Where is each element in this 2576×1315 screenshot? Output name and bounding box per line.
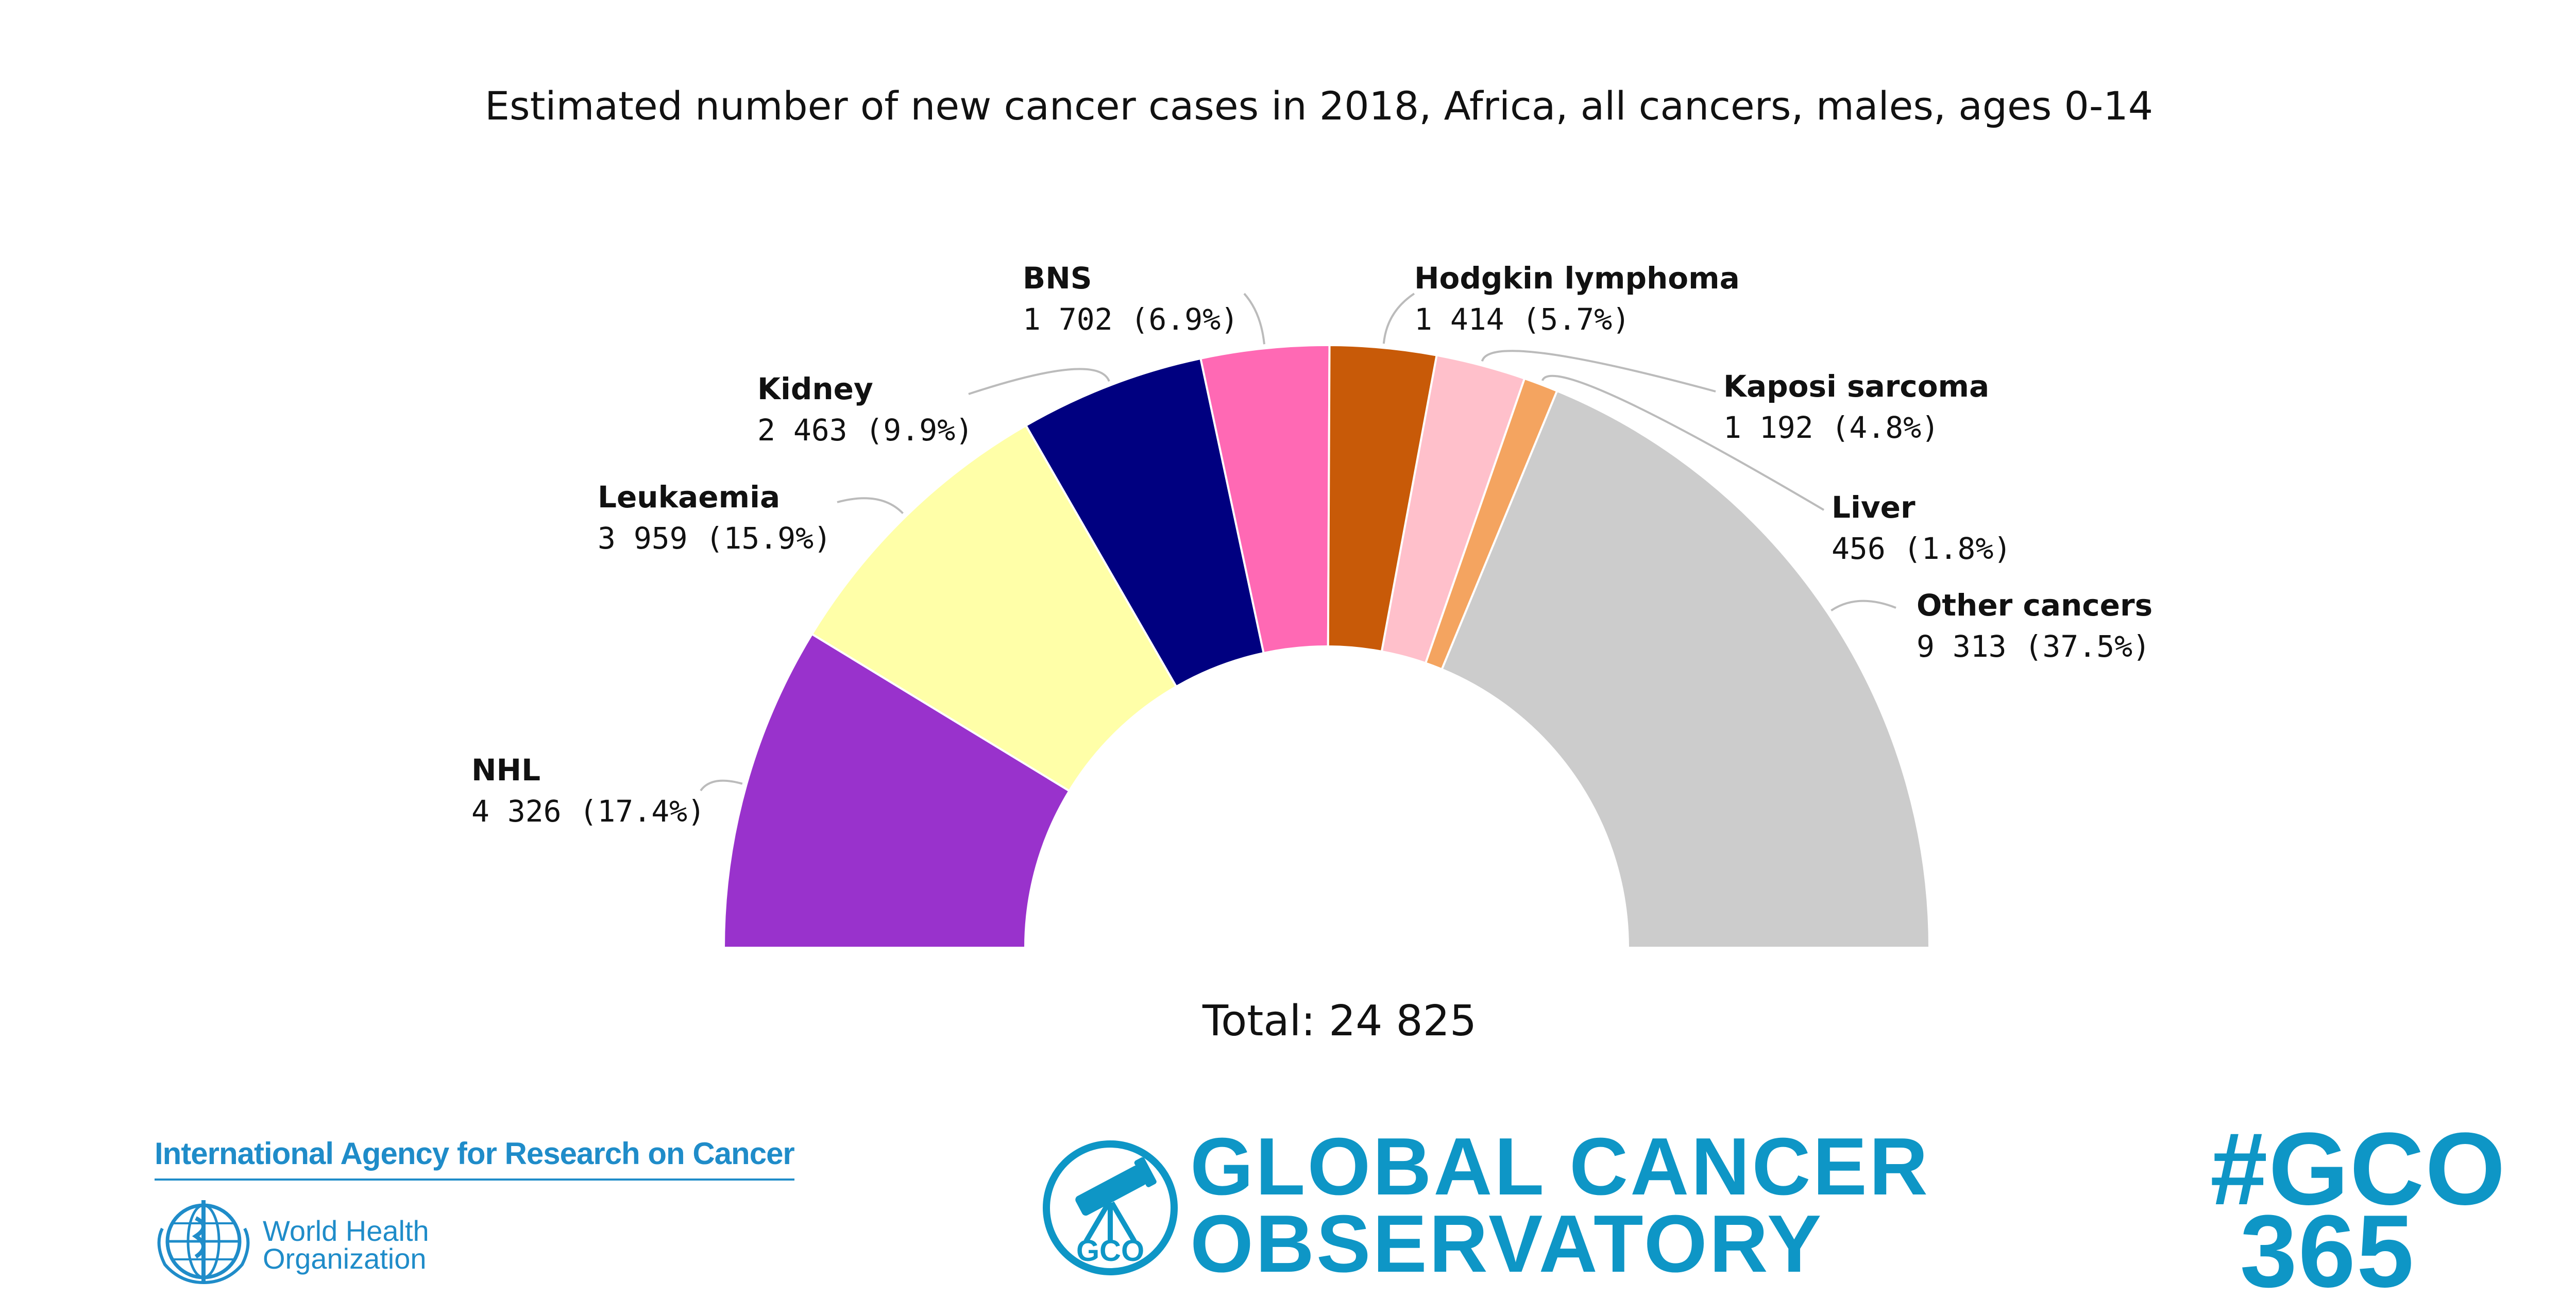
slice-label-name: Leukaemia	[598, 480, 780, 515]
slice-label-name: Kaposi sarcoma	[1723, 369, 1989, 404]
slice-leukaemia	[810, 424, 1178, 793]
slice-label-name: BNS	[1023, 261, 1092, 296]
slice-label-value: 1 702 (6.9%)	[1023, 302, 1239, 337]
slice-label-name: Liver	[1832, 490, 1916, 525]
leader-line	[1243, 293, 1265, 345]
slice-label-name: Hodgkin lymphoma	[1414, 261, 1740, 296]
slice-nhl	[722, 633, 1071, 949]
slice-label-value: 456 (1.8%)	[1832, 531, 2011, 566]
leader-line	[700, 779, 743, 792]
slice-label-value: 3 959 (15.9%)	[598, 521, 832, 556]
slice-label-value: 4 326 (17.4%)	[471, 794, 705, 829]
leaders-group	[700, 293, 1896, 792]
labels-group: NHL 4 326 (17.4%) Leukaemia 3 959 (15.9%) Ki…	[471, 261, 2153, 829]
slices-group	[722, 344, 1931, 949]
slice-label-value: 1 192 (4.8%)	[1723, 410, 1939, 445]
slice-label-name: NHL	[471, 753, 540, 788]
slice-other-cancers	[1440, 389, 1931, 949]
slice-label-name: Other cancers	[1917, 588, 2153, 623]
slice-label-value: 9 313 (37.5%)	[1917, 629, 2150, 664]
leader-line	[1541, 374, 1825, 511]
leader-line	[1382, 293, 1415, 344]
leader-line	[837, 497, 904, 515]
slice-label-value: 2 463 (9.9%)	[757, 413, 973, 448]
slice-label-name: Kidney	[757, 371, 873, 406]
leader-line	[968, 368, 1110, 395]
chart-title: Estimated number of new cancer cases in …	[485, 83, 2153, 129]
leader-line	[1481, 350, 1716, 392]
total-label: Total: 24 825	[1202, 997, 1477, 1046]
leader-line	[1831, 600, 1896, 611]
slice-label-value: 1 414 (5.7%)	[1414, 302, 1630, 337]
